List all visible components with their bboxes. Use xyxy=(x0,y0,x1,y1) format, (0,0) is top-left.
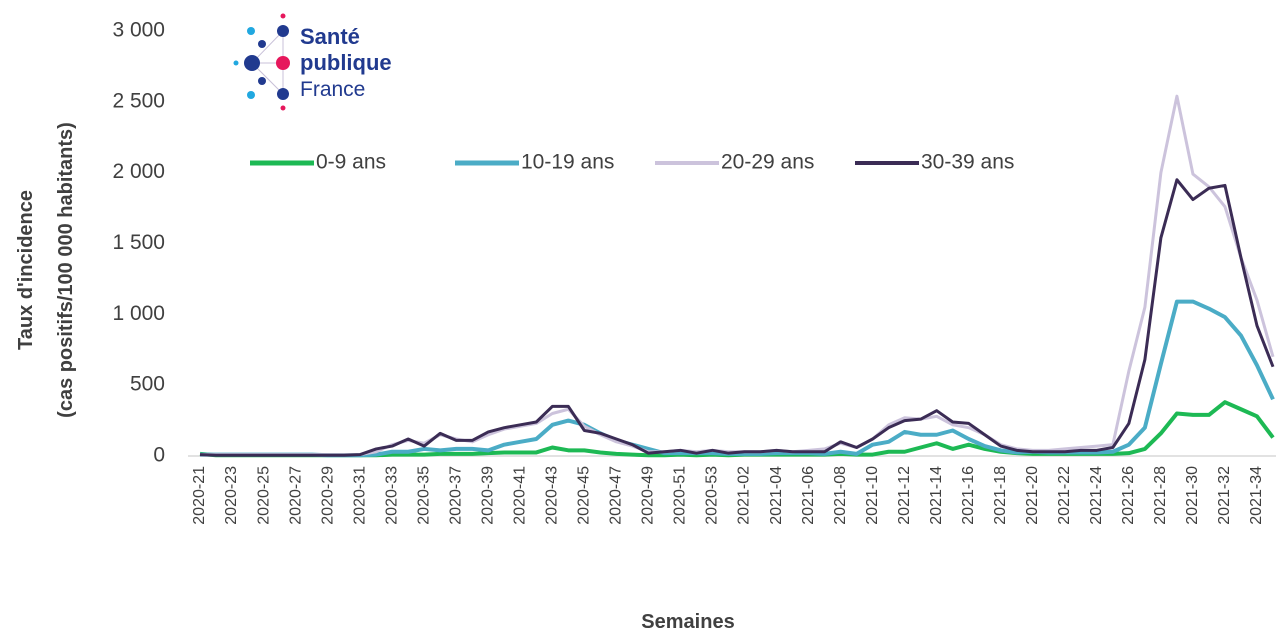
x-tick-label: 2021-28 xyxy=(1152,466,1169,525)
series-line xyxy=(199,178,1275,457)
x-tick-label: 2021-12 xyxy=(896,466,913,525)
logo: Santé publique France xyxy=(233,13,392,111)
y-tick-label: 2 000 xyxy=(112,160,165,183)
logo-text: publique xyxy=(300,50,392,75)
x-tick-label: 2020-43 xyxy=(544,466,561,525)
logo-text: France xyxy=(300,78,365,101)
logo-text: Santé xyxy=(300,24,360,49)
x-tick-label: 2021-32 xyxy=(1216,466,1233,525)
x-tick-label: 2020-45 xyxy=(576,466,593,525)
y-tick-label: 3 000 xyxy=(112,19,165,42)
x-tick-label: 2020-25 xyxy=(255,466,272,525)
y-tick-label: 0 xyxy=(153,444,165,467)
x-tick-label: 2021-34 xyxy=(1248,466,1265,525)
x-tick-label: 2021-14 xyxy=(928,466,945,525)
x-tick-label: 2021-18 xyxy=(992,466,1009,525)
x-tick-label: 2020-41 xyxy=(512,466,529,525)
x-tick-label: 2021-20 xyxy=(1024,466,1041,525)
legend-label: 30-39 ans xyxy=(921,151,1014,174)
x-axis-title: Semaines xyxy=(641,611,734,633)
legend-label: 20-29 ans xyxy=(721,151,814,174)
x-tick-label: 2020-35 xyxy=(415,466,432,525)
x-tick-label: 2021-04 xyxy=(768,466,785,525)
x-tick-label: 2021-06 xyxy=(800,466,817,525)
x-tick-label: 2020-37 xyxy=(447,466,464,525)
x-tick-label: 2020-23 xyxy=(223,466,240,525)
y-axis-title: (cas positifs/100 000 habitants) xyxy=(55,122,77,418)
y-tick-label: 500 xyxy=(130,373,165,396)
x-tick-label: 2020-29 xyxy=(319,466,336,525)
legend-label: 0-9 ans xyxy=(316,151,386,174)
x-tick-label: 2020-33 xyxy=(383,466,400,525)
x-tick-label: 2021-02 xyxy=(736,466,753,525)
x-tick-label: 2020-27 xyxy=(287,466,304,525)
y-tick-label: 1 000 xyxy=(112,302,165,325)
x-tick-label: 2021-24 xyxy=(1088,466,1105,525)
x-tick-label: 2021-22 xyxy=(1056,466,1073,525)
x-tick-label: 2021-10 xyxy=(864,466,881,525)
x-tick-label: 2020-49 xyxy=(640,466,657,525)
y-tick-label: 1 500 xyxy=(112,231,165,254)
y-tick-label: 2 500 xyxy=(112,89,165,112)
x-tick-label: 2020-39 xyxy=(479,466,496,525)
x-tick-label: 2021-26 xyxy=(1120,466,1137,525)
series-line xyxy=(200,299,1275,458)
legend-label: 10-19 ans xyxy=(521,151,614,174)
x-tick-label: 2020-51 xyxy=(672,466,689,525)
x-tick-label: 2020-21 xyxy=(191,466,208,525)
x-tick-label: 2021-30 xyxy=(1184,466,1201,525)
x-tick-label: 2020-31 xyxy=(351,466,368,525)
x-tick-label: 2020-47 xyxy=(608,466,625,525)
x-tick-label: 2021-16 xyxy=(960,466,977,525)
x-tick-label: 2020-53 xyxy=(704,466,721,525)
y-axis-title: Taux d'incidence xyxy=(15,190,37,350)
x-tick-label: 2021-08 xyxy=(832,466,849,525)
